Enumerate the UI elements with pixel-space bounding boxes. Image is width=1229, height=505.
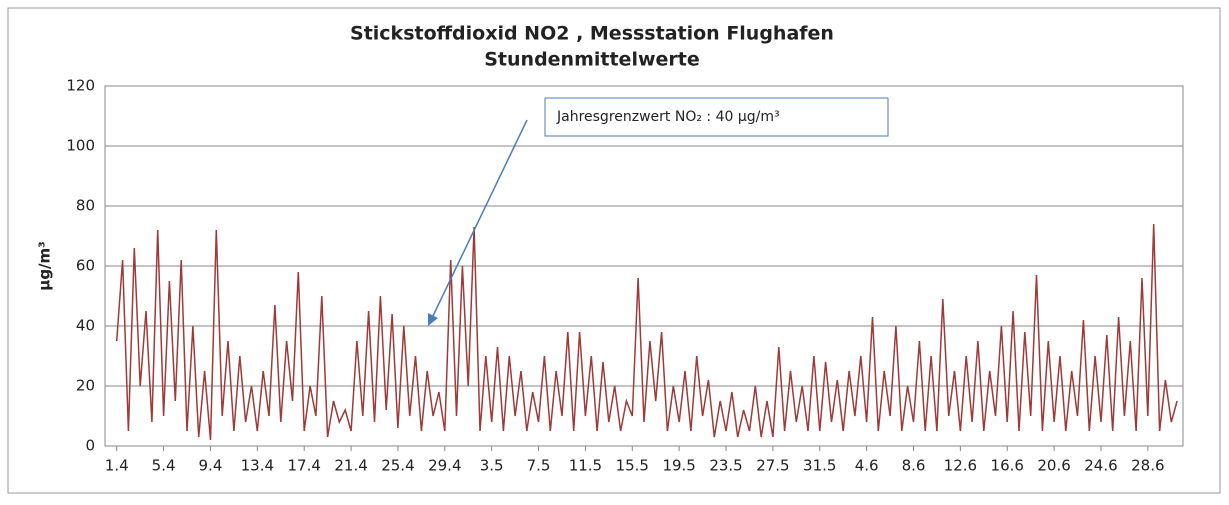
annotation-text: Jahresgrenzwert NO₂ : 40 µg/m³ bbox=[556, 109, 780, 125]
x-tick-label: 1.4 bbox=[105, 457, 129, 475]
x-tick-label: 27.5 bbox=[756, 457, 789, 475]
chart-title: Stickstoffdioxid NO2 , Messstation Flugh… bbox=[350, 23, 834, 45]
x-tick-label: 28.6 bbox=[1131, 457, 1164, 475]
chart-frame bbox=[7, 7, 1221, 494]
x-tick-label: 13.4 bbox=[241, 457, 274, 475]
x-tick-label: 4.6 bbox=[855, 457, 879, 475]
annotation-arrow bbox=[431, 119, 528, 319]
x-tick-label: 8.6 bbox=[902, 457, 926, 475]
y-tick-label: 40 bbox=[76, 317, 95, 335]
y-tick-label: 0 bbox=[85, 437, 95, 455]
x-tick-label: 29.4 bbox=[428, 457, 461, 475]
x-tick-label: 23.5 bbox=[709, 457, 742, 475]
arrow-head bbox=[428, 313, 438, 326]
x-tick-label: 5.4 bbox=[152, 457, 176, 475]
y-tick-label: 60 bbox=[76, 257, 95, 275]
x-tick-label: 12.6 bbox=[944, 457, 977, 475]
x-tick-label: 7.5 bbox=[527, 457, 551, 475]
x-tick-label: 17.4 bbox=[287, 457, 320, 475]
chart-subtitle: Stundenmittelwerte bbox=[484, 49, 700, 71]
y-tick-label: 100 bbox=[66, 137, 95, 155]
x-tick-label: 3.5 bbox=[480, 457, 504, 475]
x-tick-label: 19.5 bbox=[662, 457, 695, 475]
x-tick-label: 24.6 bbox=[1084, 457, 1117, 475]
data-line bbox=[115, 223, 1178, 441]
annotation-box bbox=[544, 97, 889, 137]
x-tick-label: 15.5 bbox=[616, 457, 649, 475]
x-tick-label: 11.5 bbox=[569, 457, 602, 475]
x-tick-label: 20.6 bbox=[1037, 457, 1070, 475]
x-tick-label: 9.4 bbox=[199, 457, 223, 475]
plot-frame bbox=[104, 85, 1184, 447]
y-axis-label: µg/m³ bbox=[36, 241, 54, 290]
x-tick-label: 31.5 bbox=[803, 457, 836, 475]
y-tick-label: 80 bbox=[76, 197, 95, 215]
x-tick-label: 16.6 bbox=[991, 457, 1024, 475]
x-tick-label: 25.4 bbox=[381, 457, 414, 475]
x-tick-label: 21.4 bbox=[334, 457, 367, 475]
y-tick-label: 120 bbox=[66, 77, 95, 95]
y-tick-label: 20 bbox=[76, 377, 95, 395]
